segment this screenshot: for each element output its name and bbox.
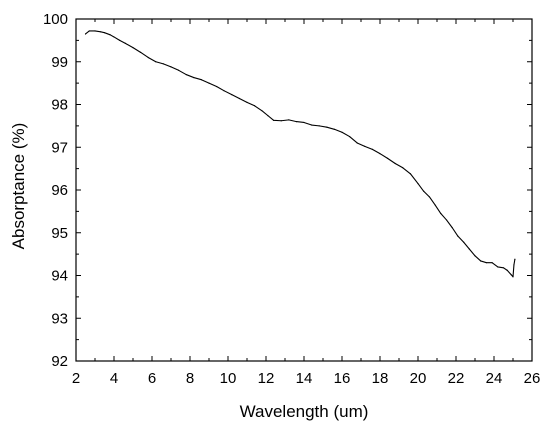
data-point — [364, 145, 366, 147]
data-point — [356, 142, 358, 144]
y-tick-label: 94 — [51, 268, 68, 285]
data-point — [155, 61, 157, 63]
data-point — [280, 120, 282, 122]
data-point — [434, 204, 436, 206]
data-point — [474, 255, 476, 257]
y-tick-label: 93 — [51, 310, 68, 327]
data-point — [409, 173, 411, 175]
data-point — [132, 47, 134, 49]
y-tick-label: 99 — [51, 54, 68, 71]
data-point — [510, 274, 512, 276]
data-point — [303, 121, 305, 124]
data-point — [341, 131, 343, 133]
data-point — [387, 157, 389, 159]
data-point — [216, 85, 218, 88]
x-tick-label: 8 — [186, 370, 194, 387]
data-point — [514, 258, 516, 260]
x-tick-label: 16 — [334, 370, 351, 387]
x-tick-label: 14 — [296, 370, 313, 387]
data-point — [480, 260, 482, 262]
data-point — [311, 124, 313, 126]
data-point — [178, 69, 180, 71]
data-point — [417, 182, 419, 185]
absorptance-line — [85, 30, 516, 278]
data-point — [502, 267, 505, 269]
x-tick-label: 6 — [148, 370, 156, 387]
x-tick-label: 22 — [448, 370, 465, 387]
y-tick-label: 97 — [51, 139, 68, 156]
data-point — [463, 241, 465, 243]
data-point — [208, 82, 210, 84]
y-axis-ticks: 92 93 94 95 96 97 98 99 100 — [43, 11, 532, 370]
data-point — [88, 30, 90, 32]
data-point — [273, 119, 275, 121]
data-point — [513, 264, 515, 266]
data-point — [512, 276, 514, 278]
data-point — [254, 105, 256, 107]
data-point — [84, 33, 87, 35]
data-point — [170, 66, 172, 68]
data-point — [200, 79, 202, 81]
x-tick-label: 26 — [524, 370, 541, 387]
data-point — [103, 32, 106, 34]
x-tick-label: 4 — [110, 370, 118, 387]
data-point — [371, 148, 373, 150]
data-point — [485, 262, 487, 264]
y-axis-title: Absorptance (%) — [9, 123, 28, 250]
data-point — [94, 30, 96, 32]
x-tick-label: 24 — [486, 370, 503, 387]
data-point — [440, 212, 442, 215]
data-point — [349, 135, 351, 138]
data-point — [468, 248, 470, 250]
x-tick-label: 10 — [220, 370, 237, 387]
x-tick-label: 18 — [372, 370, 389, 387]
data-points — [84, 30, 516, 278]
x-tick-label: 12 — [258, 370, 275, 387]
data-point — [267, 115, 269, 117]
data-point — [457, 235, 459, 237]
plot-frame — [75, 18, 533, 362]
data-point — [223, 90, 225, 92]
data-point — [231, 94, 233, 96]
data-point — [193, 76, 195, 79]
data-point — [124, 42, 126, 44]
data-point — [491, 262, 493, 264]
data-point — [238, 97, 240, 100]
y-tick-label: 92 — [51, 353, 68, 370]
data-point — [119, 39, 121, 41]
data-point — [497, 266, 499, 268]
data-point — [185, 73, 187, 76]
data-point — [379, 153, 381, 155]
x-tick-label: 2 — [72, 370, 80, 387]
data-point — [318, 125, 320, 127]
data-point — [162, 63, 164, 65]
data-point — [394, 162, 396, 165]
data-point — [246, 101, 248, 103]
data-point — [140, 51, 142, 53]
data-point — [326, 126, 328, 128]
data-point — [261, 110, 263, 112]
axes — [75, 18, 533, 362]
x-tick-label: 20 — [410, 370, 427, 387]
y-tick-label: 98 — [51, 97, 68, 114]
data-point — [295, 121, 297, 123]
y-tick-label: 96 — [51, 182, 68, 199]
data-point — [113, 36, 115, 38]
data-point — [100, 31, 102, 33]
data-point — [147, 56, 149, 59]
x-axis-ticks: 2 4 6 8 10 12 14 16 18 20 22 24 26 — [72, 19, 541, 387]
y-tick-label: 100 — [43, 11, 68, 28]
data-point — [445, 219, 448, 221]
data-point — [451, 227, 453, 229]
data-point — [506, 269, 508, 271]
data-point — [423, 190, 425, 192]
data-point — [333, 128, 335, 130]
data-point — [288, 119, 290, 121]
y-tick-label: 95 — [51, 225, 68, 242]
data-point — [109, 34, 111, 36]
x-axis-title: Wavelength (um) — [240, 402, 369, 421]
data-point — [428, 196, 430, 198]
data-point — [402, 167, 404, 169]
